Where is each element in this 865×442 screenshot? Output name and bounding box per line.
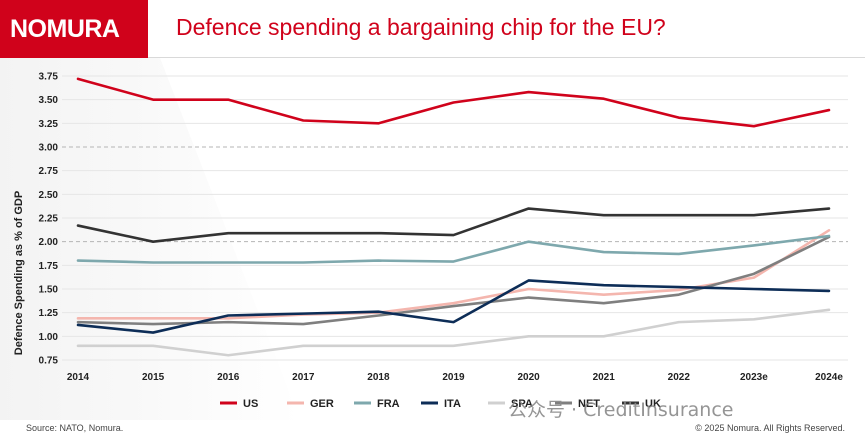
x-axis: 2014 2015 2016 2017 2018 2019 2020 2021 2022 2023… [67,372,843,383]
y-tick-label: 1.75 [39,261,59,272]
footer-source: Source: NATO, Nomura. [26,423,124,433]
legend: US GER FRA ITA SPA NET UK [220,398,661,410]
y-tick-label: 3.50 [39,95,59,106]
y-tick-label: 2.75 [39,166,59,177]
header: NOMURA Defence spending a bargaining chi… [0,0,865,58]
x-tick-label: 2014 [67,372,90,383]
y-axis: 0.75 1.00 1.25 1.50 1.75 2.00 2.25 2.50 2.75 3.00… [39,72,59,367]
x-tick-label: 2021 [593,372,616,383]
line-chart: 0.75 1.00 1.25 1.50 1.75 2.00 2.25 2.50 2.75 3.00… [0,58,848,420]
legend-label-fra: FRA [377,398,400,410]
series-line-uk [76,207,831,243]
x-tick-label: 2016 [217,372,240,383]
x-tick-label: 2015 [142,372,165,383]
y-axis-label: Defence Spending as % of GDP [13,191,25,355]
page-title: Defence spending a bargaining chip for t… [176,14,666,40]
y-tick-label: 0.75 [39,356,59,367]
legend-label-us: US [243,398,258,410]
series-line-spa [76,308,831,357]
y-tick-label: 3.25 [39,119,59,130]
y-tick-label: 2.00 [39,237,59,248]
series-lines [76,77,831,357]
y-tick-label: 1.50 [39,285,59,296]
logo: NOMURA [0,0,148,58]
series-line-ita [76,279,831,334]
y-tick-label: 1.00 [39,332,59,343]
legend-label-ita: ITA [444,398,461,410]
x-tick-label: 2020 [517,372,540,383]
x-tick-label: 2019 [442,372,465,383]
x-tick-label: 2017 [292,372,315,383]
legend-label-uk: UK [645,398,661,410]
series-line-fra [76,234,831,264]
y-tick-label: 1.25 [39,308,59,319]
series-line-us [76,77,831,128]
legend-label-spa: SPA [511,398,533,410]
legend-label-ger: GER [310,398,334,410]
y-tick-label: 2.25 [39,214,59,225]
header-divider [148,57,865,58]
y-tick-label: 3.75 [39,72,59,83]
x-tick-label: 2024e [815,372,843,383]
x-tick-label: 2023e [740,372,768,383]
logo-text: NOMURA [10,15,120,43]
legend-label-net: NET [578,398,600,410]
watermark: 公众号 · CreditInsurance [508,399,734,421]
x-tick-label: 2022 [668,372,691,383]
footer-copyright: © 2025 Nomura. All Rights Reserved. [695,423,845,433]
y-tick-label: 3.00 [39,143,59,154]
background-shape [0,58,300,420]
y-tick-label: 2.50 [39,190,59,201]
x-tick-label: 2018 [367,372,390,383]
series-line-ger [76,229,831,320]
